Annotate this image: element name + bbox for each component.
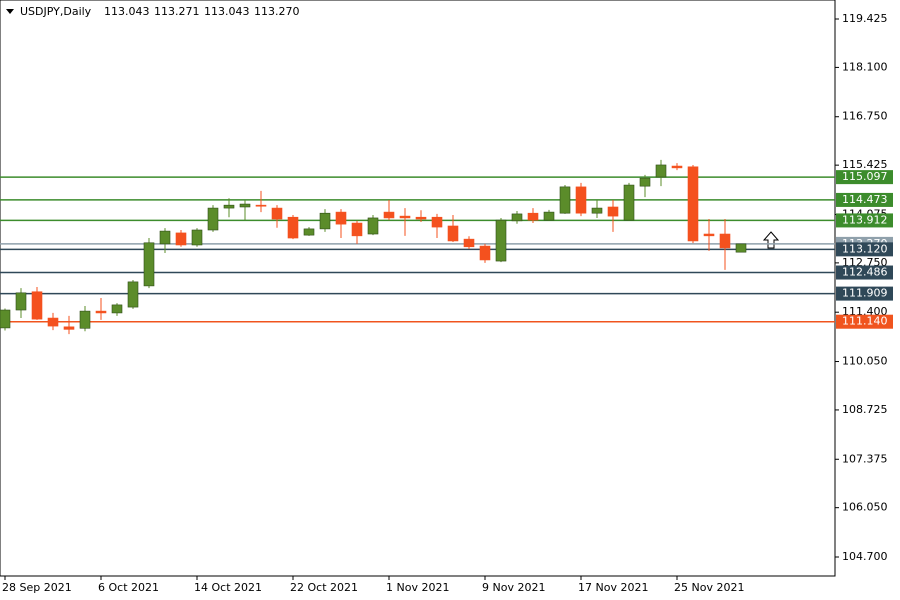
candle-body [303, 228, 315, 236]
level-label-box [836, 242, 893, 257]
candle-body [223, 204, 235, 209]
candle-body [687, 166, 699, 242]
level-label-box [836, 286, 893, 301]
level-label-box [836, 170, 893, 185]
candle-body [287, 216, 299, 239]
candle-body [703, 233, 715, 237]
level-label-box [836, 192, 893, 207]
x-tick-label: 14 Oct 2021 [194, 581, 262, 594]
level-label: 113.912 [842, 213, 888, 226]
x-tick-label: 25 Nov 2021 [674, 581, 744, 594]
candle-body [47, 317, 59, 327]
candle-body [351, 222, 363, 237]
candle-body [431, 216, 443, 228]
candle-body [175, 232, 187, 246]
menu-triangle[interactable] [6, 9, 14, 14]
level-label: 111.140 [842, 315, 888, 328]
candle-body [479, 245, 491, 261]
candle-body [383, 211, 395, 219]
candle-body [271, 207, 283, 220]
x-tick-label: 9 Nov 2021 [482, 581, 545, 594]
candle-body [447, 225, 459, 242]
level-label: 113.120 [842, 242, 888, 255]
x-tick-label: 28 Sep 2021 [2, 581, 72, 594]
candle-body [111, 304, 123, 314]
candle-body [495, 219, 507, 262]
candle-body [319, 212, 331, 230]
candle-body [543, 211, 555, 221]
candle-body [735, 243, 747, 253]
level-label-box [836, 265, 893, 280]
header-value: 113.043 [104, 5, 150, 18]
x-tick-label: 22 Oct 2021 [290, 581, 358, 594]
header-value: 113.270 [254, 5, 300, 18]
level-label-box [836, 314, 893, 329]
candle-body [639, 177, 651, 187]
candle-body [159, 230, 171, 245]
candle-body [415, 216, 427, 220]
level-label-box [836, 213, 893, 228]
candle-body [607, 206, 619, 217]
candle-body [655, 164, 667, 178]
chart-title: USDJPY,Daily [20, 5, 92, 18]
candle-body [591, 207, 603, 214]
candle-body [671, 165, 683, 169]
header-value: 113.271 [154, 5, 200, 18]
x-tick-label: 17 Nov 2021 [578, 581, 648, 594]
candle-body [367, 217, 379, 235]
candle-body [31, 291, 43, 320]
candle-body [623, 184, 635, 221]
candle-body [127, 281, 139, 308]
y-tick-label: 104.700 [842, 550, 888, 563]
candle-body [559, 186, 571, 214]
candle-body [719, 233, 731, 249]
candle-body [191, 229, 203, 246]
header-value: 113.043 [204, 5, 250, 18]
level-label: 112.486 [842, 266, 888, 279]
candle-body [575, 186, 587, 214]
level-label: 114.473 [842, 193, 888, 206]
candle-body [63, 326, 75, 330]
y-tick-label: 115.425 [842, 158, 888, 171]
candle-body [79, 310, 91, 329]
candle-body [15, 292, 27, 311]
y-tick-label: 116.750 [842, 110, 888, 123]
level-label: 115.097 [842, 170, 888, 183]
candle-body [255, 204, 267, 207]
y-tick-label: 108.725 [842, 403, 888, 416]
candle-body [239, 203, 251, 208]
buy-arrow [762, 231, 780, 249]
candle-body [399, 215, 411, 219]
y-tick-label: 119.425 [842, 12, 888, 25]
candle-body [0, 309, 11, 329]
plot-area [0, 0, 836, 577]
level-label: 111.909 [842, 287, 888, 300]
y-tick-label: 106.050 [842, 501, 888, 514]
candle-body [335, 211, 347, 225]
x-tick-label: 6 Oct 2021 [98, 581, 159, 594]
candle-body [463, 238, 475, 248]
x-tick-label: 1 Nov 2021 [386, 581, 449, 594]
candle-body [95, 310, 107, 314]
y-tick-label: 110.050 [842, 355, 888, 368]
candle-body [143, 242, 155, 287]
candle-body [207, 207, 219, 231]
candle-body [527, 212, 539, 221]
candle-body [511, 213, 523, 222]
y-tick-label: 118.100 [842, 60, 888, 73]
y-tick-label: 107.375 [842, 452, 888, 465]
